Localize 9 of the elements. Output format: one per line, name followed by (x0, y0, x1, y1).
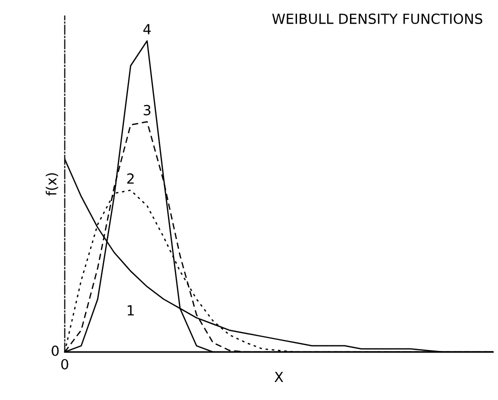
chart-title: WEIBULL DENSITY FUNCTIONS (272, 14, 482, 24)
series-label: 3 (144, 104, 150, 116)
y-axis-title: f(x) (46, 173, 58, 196)
series-label: 1 (128, 305, 134, 316)
series-label: 2 (127, 173, 134, 184)
text: 0 (61, 358, 68, 370)
text: 0 (52, 346, 59, 356)
x-axis-title: X (274, 372, 284, 382)
series-label: 4 (143, 24, 151, 34)
